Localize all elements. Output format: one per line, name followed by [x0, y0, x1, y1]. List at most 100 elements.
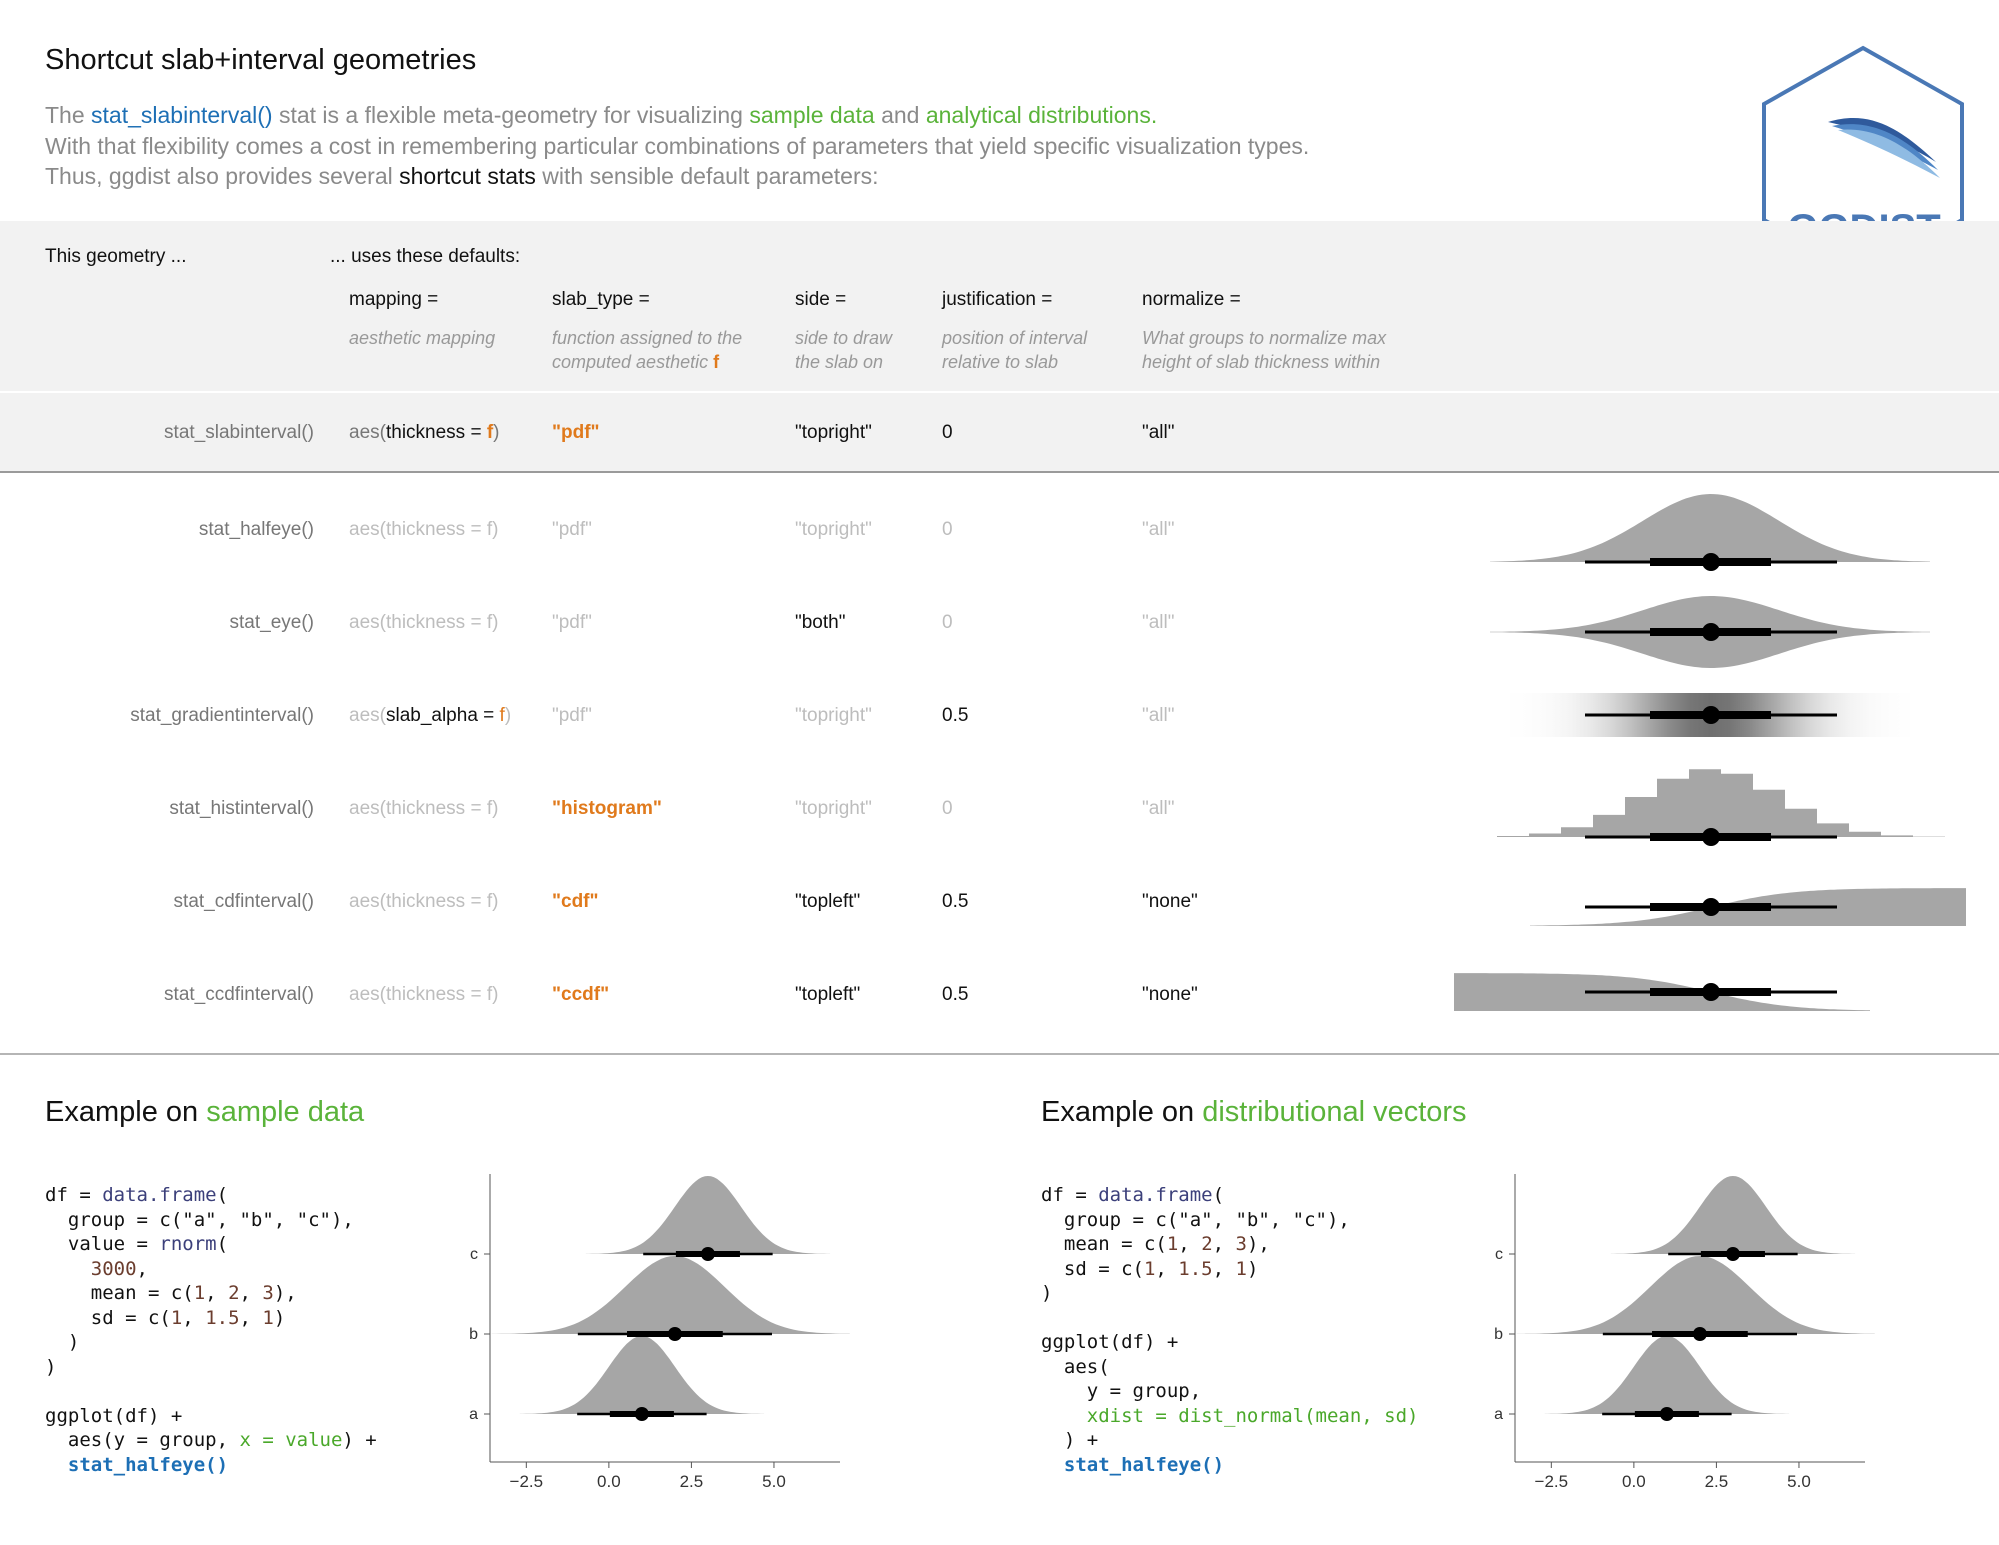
aes-open: aes( [349, 798, 386, 819]
desc-side-1: side to draw [795, 328, 893, 348]
code-line: df = data.frame( [45, 1183, 377, 1208]
intro-analytic-dist: analytical distributions. [925, 102, 1158, 128]
intro-text-part: Thus, ggdist also provides several [45, 163, 400, 189]
row-side: "both" [795, 612, 846, 633]
code-token: 1 [1166, 1233, 1179, 1255]
divider [0, 471, 1999, 473]
code-token: ) [45, 1331, 80, 1353]
header-geometry: This geometry ... [45, 246, 187, 267]
row-justification: 0.5 [942, 705, 969, 726]
code-token: stat_halfeye() [45, 1453, 229, 1476]
intro-line-3: Thus, ggdist also provides several short… [45, 161, 1309, 192]
slab-a [519, 1336, 765, 1414]
code-token: 1 [193, 1282, 206, 1304]
code-token: mean = c( [1041, 1233, 1167, 1255]
code-token: ), [273, 1282, 297, 1304]
desc-just-1: position of interval [942, 328, 1088, 348]
ccdf-point [1702, 983, 1720, 1001]
row-slab-type: "pdf" [552, 519, 592, 540]
heading-highlight: distributional vectors [1202, 1096, 1467, 1128]
desc-norm-2: height of slab thickness within [1142, 352, 1381, 372]
intro-line-1: The stat_slabinterval() stat is a flexib… [45, 100, 1309, 131]
code-token: rnorm [159, 1233, 217, 1255]
row-name: stat_eye() [229, 612, 314, 633]
desc-side-2: the slab on [795, 352, 884, 372]
row-mapping: aes(thickness = f) [349, 984, 498, 1006]
code-token: df = [45, 1184, 103, 1206]
row-mapping: aes(slab_alpha = f) [349, 705, 511, 727]
y-tick-label: a [469, 1406, 478, 1423]
desc-just-2: relative to slab [942, 352, 1059, 372]
code-line: stat_halfeye() [1041, 1453, 1419, 1478]
row-name: stat_gradientinterval() [130, 705, 314, 726]
code-line: stat_halfeye() [45, 1453, 377, 1478]
base-row-mapping: aes(thickness = f) [349, 422, 499, 444]
aes-close: ) [492, 984, 499, 1005]
code-token: 3000 [45, 1257, 137, 1280]
code-token: xdist = dist_normal(mean, sd) [1041, 1404, 1419, 1427]
aes-open: aes( [349, 984, 386, 1005]
y-tick-label: b [469, 1326, 478, 1343]
slab-a [1544, 1336, 1790, 1414]
code-token: ) + [1041, 1429, 1099, 1451]
desc-f: f [713, 352, 720, 372]
cdf-point [1702, 898, 1720, 916]
desc-normalize: What groups to normalize max height of s… [1142, 326, 1386, 374]
code-sample: df = data.frame( group = c("a", "b", "c"… [45, 1183, 377, 1477]
row-slab-type: "histogram" [552, 798, 662, 819]
x-tick-label: 5.0 [1787, 1472, 1811, 1491]
aes-param: thickness = f [385, 798, 493, 819]
code-line: value = rnorm( [45, 1232, 377, 1257]
row-justification: 0 [942, 612, 953, 633]
aes-close: ) [492, 798, 499, 819]
row-mapping: aes(thickness = f) [349, 612, 498, 634]
code-line: xdist = dist_normal(mean, sd) [1041, 1404, 1419, 1429]
col-side: side = [795, 289, 847, 310]
code-token: 2 [228, 1282, 240, 1304]
slab-c [1610, 1176, 1856, 1254]
x-tick-label: −2.5 [510, 1472, 544, 1491]
row-mapping: aes(thickness = f) [349, 519, 498, 541]
code-dist: df = data.frame( group = c("a", "b", "c"… [1041, 1183, 1419, 1477]
aes-open: aes( [349, 422, 386, 443]
code-line: aes(y = group, x = value) + [45, 1428, 377, 1453]
heading-text: Example on [45, 1096, 207, 1128]
header-defaults: ... uses these defaults: [330, 246, 521, 267]
code-token: 1.5 [205, 1306, 240, 1329]
code-token: 3 [1235, 1233, 1247, 1255]
gradient-point [1702, 706, 1720, 724]
base-row-justification: 0 [942, 422, 953, 443]
aes-close: ) [493, 422, 500, 443]
code-token: ggplot(df) + [1041, 1331, 1179, 1353]
code-line: ) [1041, 1281, 1419, 1306]
row-slab-type: "pdf" [552, 705, 592, 726]
row-mapping: aes(thickness = f) [349, 891, 498, 913]
code-line: sd = c(1, 1.5, 1) [1041, 1257, 1419, 1282]
heading-text: Example on [1041, 1096, 1203, 1128]
row-justification: 0 [942, 519, 953, 540]
code-token: ggplot(df) + [45, 1404, 183, 1427]
code-line: ) + [1041, 1428, 1419, 1453]
x-tick-label: 2.5 [680, 1472, 704, 1491]
point-a [634, 1407, 649, 1421]
base-row-normalize: "all" [1142, 422, 1175, 443]
row-slab-type: "cdf" [552, 891, 599, 912]
code-token: 1.5 [1178, 1257, 1213, 1280]
y-tick-label: c [470, 1246, 478, 1263]
code-token: aes( [1041, 1355, 1110, 1378]
intro-shortcut-stats: shortcut stats [399, 163, 536, 189]
intro-text-part: with sensible default parameters: [535, 163, 879, 189]
point-b [667, 1327, 682, 1341]
page-title: Shortcut slab+interval geometries [45, 44, 477, 76]
aes-param: thickness = f [385, 984, 493, 1005]
desc-norm-1: What groups to normalize max [1142, 328, 1387, 348]
code-token: , [1155, 1257, 1179, 1280]
row-slab-type: "pdf" [552, 612, 592, 633]
desc-slab-type-1: function assigned to the [552, 328, 743, 348]
row-side: "topleft" [795, 891, 861, 912]
row-name: stat_halfeye() [198, 519, 314, 540]
row-name: stat_ccdfinterval() [164, 984, 314, 1005]
code-token: group = c("a", "b", "c"), [1041, 1208, 1350, 1231]
histogram-point [1702, 828, 1720, 846]
histogram-slab [1497, 769, 1945, 837]
